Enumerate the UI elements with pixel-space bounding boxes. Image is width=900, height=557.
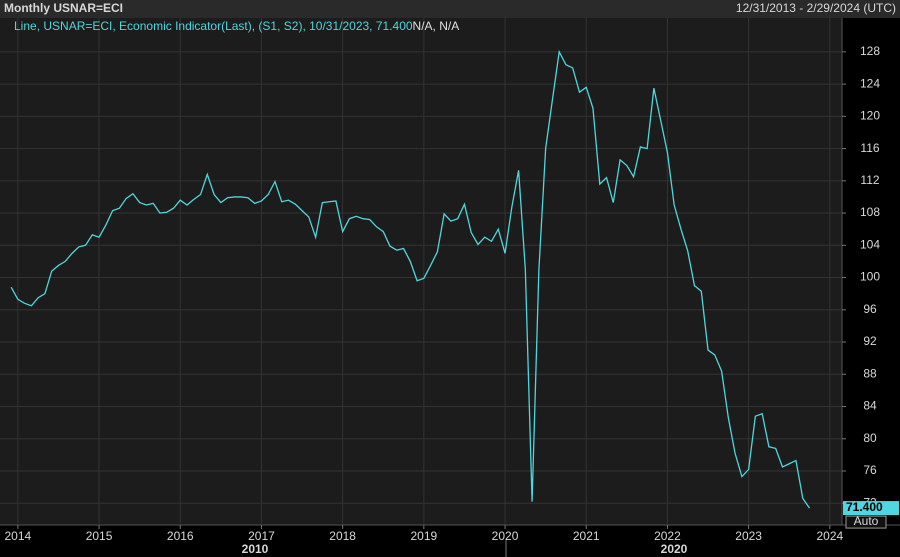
legend: Line, USNAR=ECI, Economic Indicator(Last… — [14, 19, 459, 33]
x-tick-label: 2023 — [735, 529, 762, 543]
legend-extra: N/A, N/A — [413, 19, 460, 33]
y-tick-label: 128 — [860, 44, 880, 58]
x-tick-label: 2022 — [654, 529, 681, 543]
x-tick-label: 2018 — [329, 529, 356, 543]
data-line — [10, 49, 811, 509]
y-tick-label: 100 — [860, 270, 880, 284]
header-bar — [0, 0, 900, 18]
x-tick-label: 2024 — [816, 529, 843, 543]
y-tick-label: 120 — [860, 109, 880, 123]
plot-content: 7276808488929610010410811211612012412820… — [0, 18, 899, 543]
y-tick-label: 80 — [863, 431, 877, 445]
x-tick-label: 2017 — [248, 529, 275, 543]
y-tick-label: 84 — [863, 399, 877, 413]
legend-entry: Line, USNAR=ECI, Economic Indicator(Last… — [14, 19, 413, 33]
x-tick-label: 2016 — [167, 529, 194, 543]
chart-title: Monthly USNAR=ECI — [4, 1, 123, 15]
last-value-box — [843, 501, 899, 516]
last-value-label: 71.400 — [846, 500, 883, 514]
y-tick-label: 92 — [863, 334, 877, 348]
date-range: 12/31/2013 - 2/29/2024 (UTC) — [736, 1, 896, 15]
era-label: 2010 — [242, 542, 269, 556]
x-tick-label: 2019 — [410, 529, 437, 543]
y-tick-label: 116 — [860, 141, 879, 155]
x-tick-label: 2014 — [5, 529, 32, 543]
y-tick-label: 108 — [860, 205, 880, 219]
scale-mode: Auto — [854, 514, 879, 528]
x-tick-label: 2020 — [492, 529, 519, 543]
era-label: 2020 — [661, 542, 688, 556]
y-tick-label: 76 — [863, 463, 877, 477]
y-tick-label: 112 — [860, 173, 879, 187]
y-tick-label: 104 — [860, 237, 880, 251]
x-tick-label: 2015 — [86, 529, 113, 543]
scale-mode-box — [845, 515, 887, 529]
y-tick-label: 124 — [860, 76, 880, 90]
x-tick-label: 2021 — [573, 529, 600, 543]
plot-area — [0, 18, 842, 525]
y-tick-label: 88 — [863, 366, 877, 380]
y-tick-label: 96 — [863, 302, 877, 316]
